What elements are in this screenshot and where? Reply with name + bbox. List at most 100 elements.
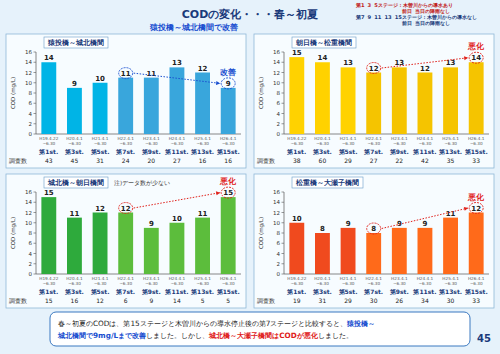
period-part: ~6.30 (171, 141, 184, 146)
y-tick (34, 253, 37, 254)
y-tick (282, 82, 285, 83)
period-label: H23.4.1~6.30 (143, 276, 160, 286)
y-tick-label: 12 (273, 70, 280, 76)
data-label: 11 (146, 70, 156, 78)
x-tick-label: 第7st. (363, 288, 383, 295)
y-tick-label: 4 (277, 251, 281, 257)
slide: CODの変化・・・春～初夏第1･3･5ステージ：木曽川からの導水あり前日･当日の… (0, 0, 500, 354)
bars (41, 197, 235, 274)
count: 16 (199, 157, 207, 164)
period-part: ~6.30 (393, 281, 406, 286)
count: 34 (421, 297, 429, 304)
y-tick (34, 113, 37, 114)
y-tick-label: 10 (25, 80, 32, 86)
bar (221, 88, 236, 134)
data-label: 13 (343, 59, 353, 67)
period-part: ~6.30 (316, 281, 329, 286)
y-tick (282, 103, 285, 104)
period-label: H26.4.1~6.30 (468, 136, 485, 146)
highlight (367, 223, 381, 234)
period-part: ~6.30 (68, 281, 81, 286)
y-tick (34, 123, 37, 124)
x-tick-label: 第11st. (412, 148, 436, 155)
data-label: 12 (369, 65, 379, 73)
chart: 0246810121416COD (mg/L)10898991112H19.4.… (254, 174, 494, 308)
bar (392, 228, 407, 274)
y-tick (282, 113, 285, 114)
period-label: H24.4.1~6.30 (169, 136, 186, 146)
data-label: 11 (70, 210, 80, 218)
footer-text: 城北橋～大瀬子橋間はCODが悪化 (208, 331, 319, 340)
y-tick (34, 93, 37, 94)
y-tick-label: 0 (29, 271, 33, 277)
count: 43 (45, 157, 53, 164)
x-tick-label: 第5st. (90, 148, 110, 155)
footer-text: しました。しかし、 (146, 331, 209, 340)
data-label: 8 (320, 225, 325, 233)
period-label: H25.4.1~6.30 (194, 136, 211, 146)
counts-label: 調査数 (257, 157, 275, 164)
bar (41, 62, 56, 134)
highlight (221, 78, 235, 89)
arrow-head (464, 56, 468, 60)
y-tick (34, 82, 37, 83)
data-label: 10 (292, 215, 302, 223)
bar (144, 78, 159, 134)
bar (443, 67, 458, 134)
x-tick-label: 第9st. (141, 288, 161, 295)
y-tick-label: 16 (273, 49, 280, 55)
annotation: 悪化 (219, 177, 237, 186)
period-label: H23.4.1~6.30 (391, 276, 408, 286)
count: 29 (344, 157, 352, 164)
period-label: H23.4.1~6.30 (143, 136, 160, 146)
chart-title: 城北橋～朝日橋間 (47, 179, 104, 187)
data-label: 13 (394, 59, 404, 67)
y-tick-label: 16 (273, 189, 280, 195)
x-tick-label: 第1st. (38, 288, 58, 295)
count: 26 (395, 297, 403, 304)
x-axis (284, 274, 489, 275)
count: 6 (124, 297, 128, 304)
period-label: H21.4.1~6.30 (340, 136, 357, 146)
count: 33 (472, 157, 480, 164)
y-tick (34, 263, 37, 264)
count: 22 (395, 157, 403, 164)
chart-title-box (292, 177, 363, 188)
count: 9 (149, 297, 153, 304)
x-tick-label: 第7st. (363, 148, 383, 155)
period-part: ~6.30 (145, 281, 158, 286)
title: CODの変化・・・春～初夏 (182, 8, 319, 21)
chart-title: 松重橋～大瀬子橋間 (295, 179, 359, 187)
period-part: ~6.30 (290, 141, 303, 146)
bar (315, 233, 330, 274)
data-label: 14 (318, 54, 328, 62)
period-label: H26.4.1~6.30 (468, 276, 485, 286)
period-part: ~6.30 (222, 281, 235, 286)
y-tick-label: 0 (277, 131, 281, 137)
x-tick-label: 第11st. (412, 288, 436, 295)
x-tick-label: 第11st. (164, 148, 188, 155)
period-label: H20.4.1~6.30 (66, 136, 83, 146)
data-label: 11 (446, 210, 456, 218)
count: 15 (45, 297, 53, 304)
data-label: 9 (423, 220, 428, 228)
period-part: ~6.30 (196, 281, 209, 286)
highlight (469, 52, 483, 63)
period-part: ~6.30 (42, 281, 55, 286)
chart-title: 猿投橋～城北橋間 (47, 39, 104, 47)
bar (418, 228, 433, 274)
period-label: H21.4.1~6.30 (92, 136, 109, 146)
count: 19 (293, 297, 301, 304)
y-tick (282, 233, 285, 234)
y-tick-label: 12 (25, 70, 32, 76)
period-label: H20.4.1~6.30 (314, 276, 331, 286)
count: 31 (319, 297, 327, 304)
y-tick-label: 12 (25, 210, 32, 216)
chart-title-box (44, 177, 108, 188)
highlight (221, 187, 235, 198)
x-tick-label: 第3st. (64, 148, 84, 155)
count: 5 (226, 297, 230, 304)
y-tick (282, 123, 285, 124)
y-axis-label: COD (mg/L) (10, 217, 17, 249)
y-tick-label: 8 (29, 230, 33, 236)
